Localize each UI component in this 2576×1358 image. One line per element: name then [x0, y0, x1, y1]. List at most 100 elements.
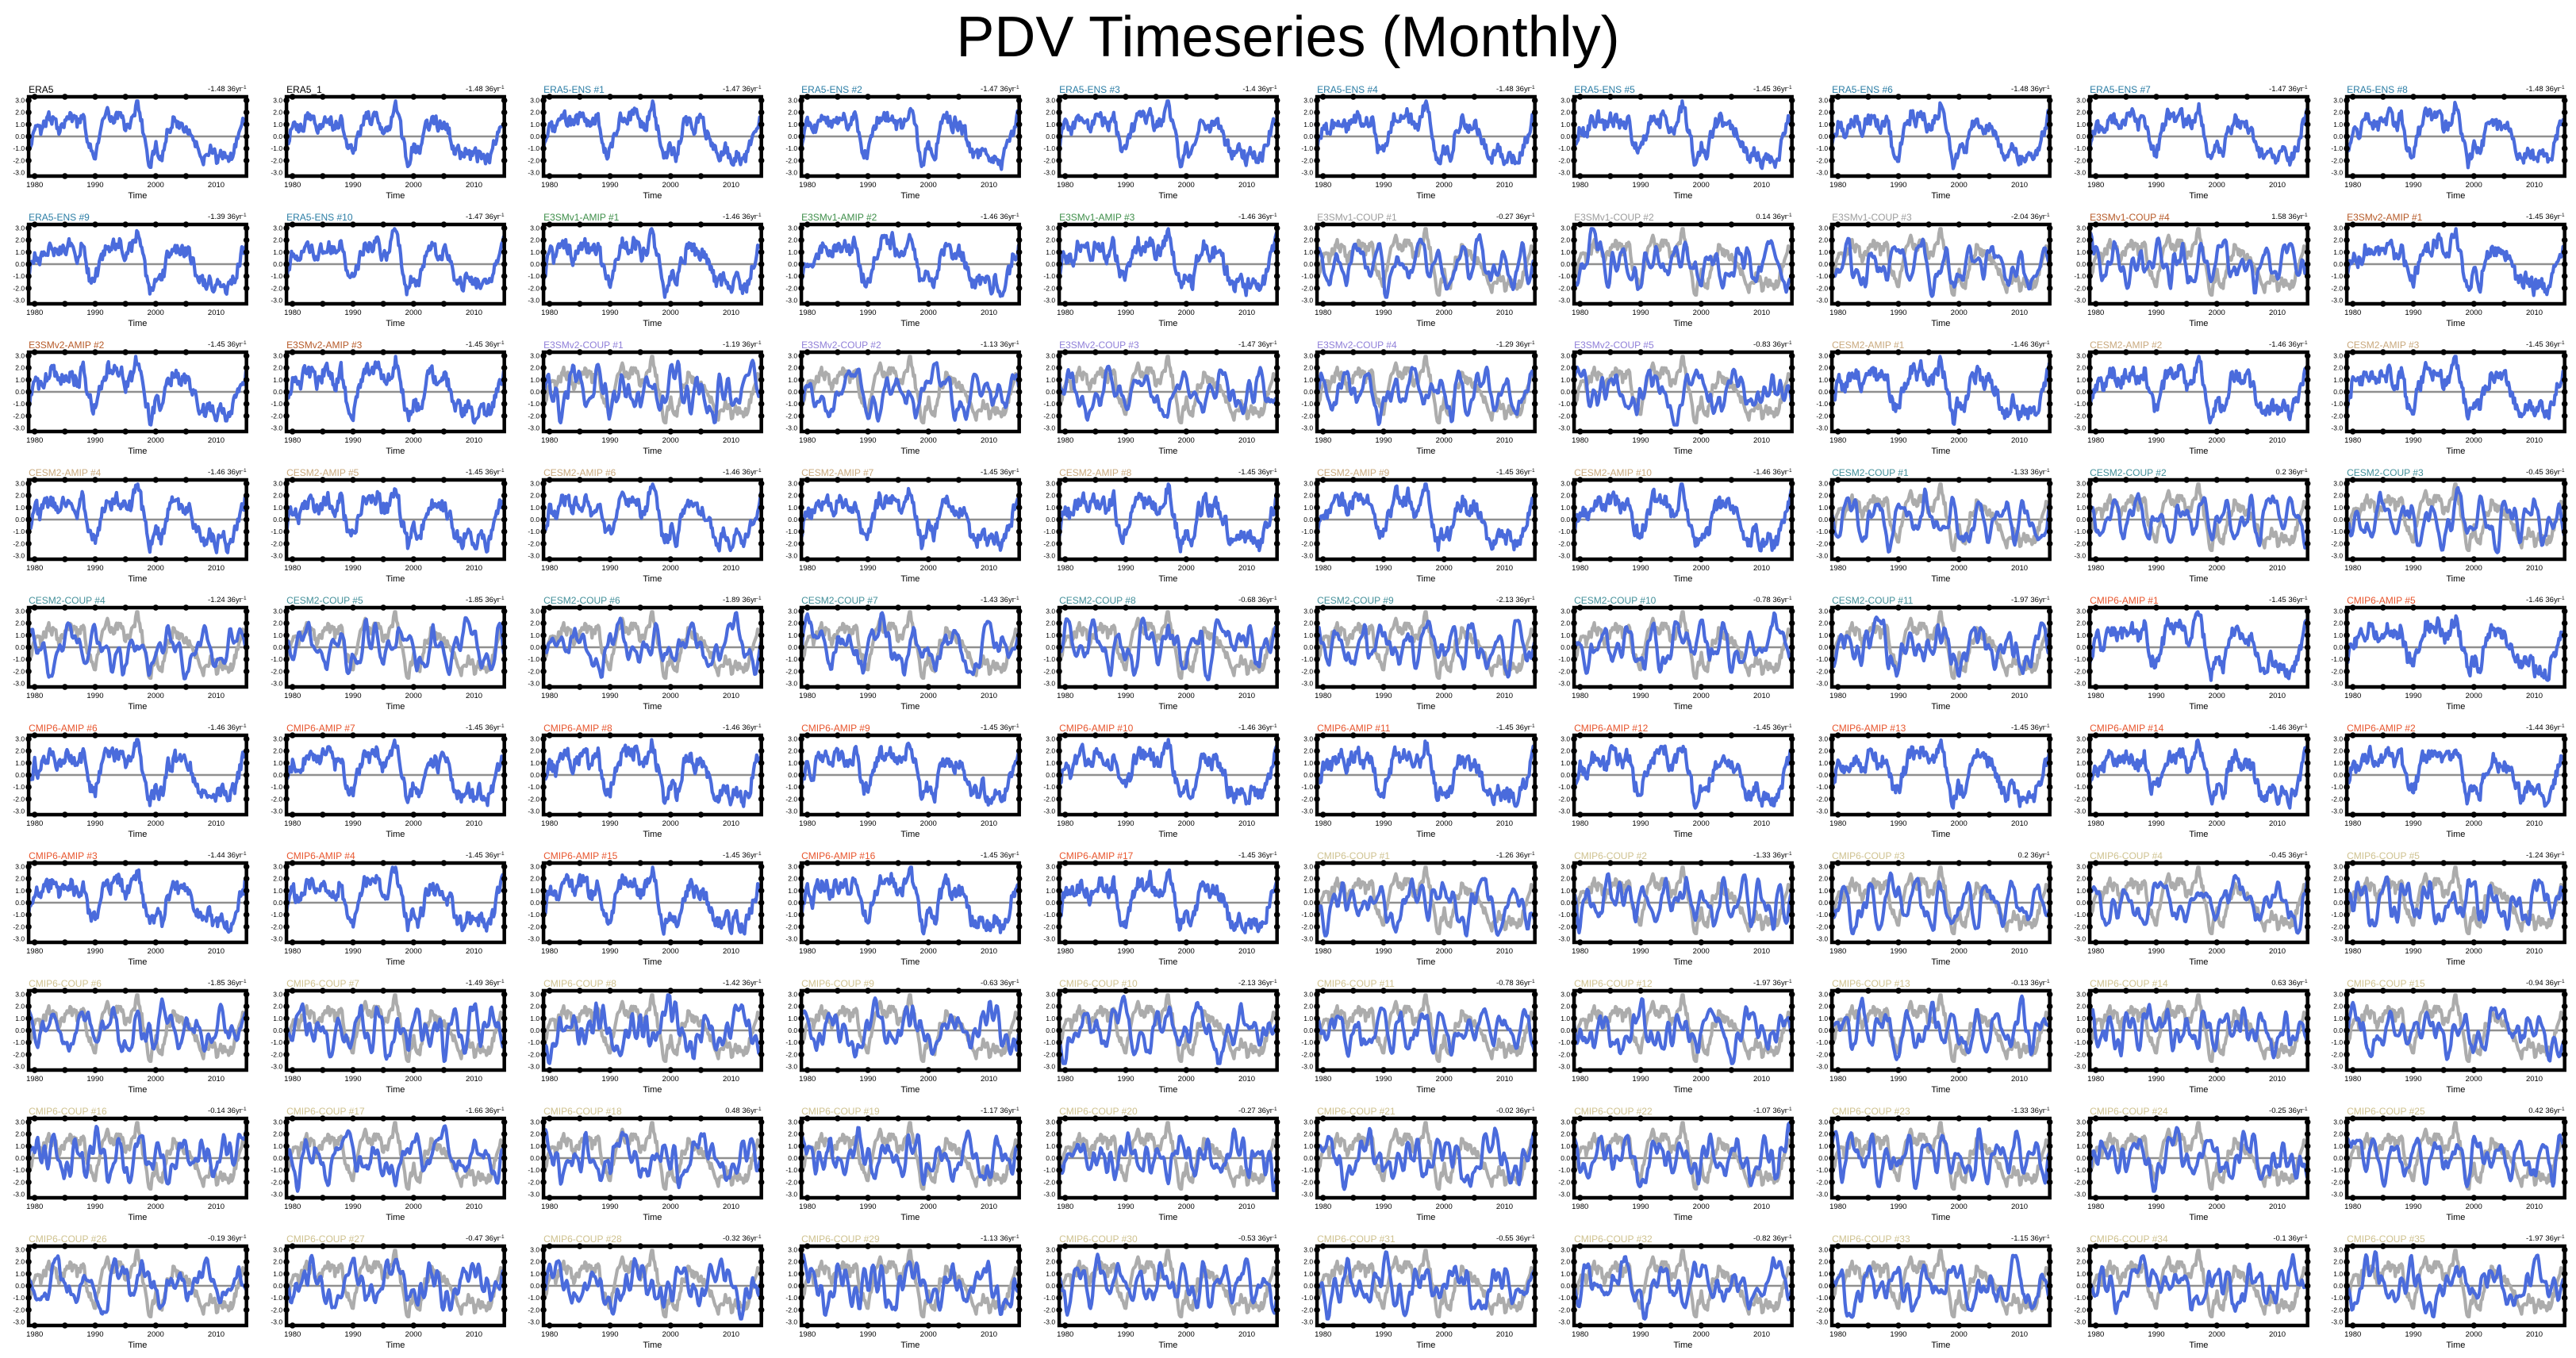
trend-label: 1.58 36yr-1	[2271, 213, 2308, 221]
x-axis-label: Time	[2189, 1085, 2208, 1095]
y-tick-label: 2.0	[15, 492, 25, 500]
pdv-member-series	[803, 231, 1018, 298]
trend-label: -1.46 36yr-1	[723, 723, 762, 732]
x-tick-label: 1980	[1572, 309, 1588, 317]
x-tick-label: 1990	[86, 309, 103, 317]
subplot-title: CMIP6-COUP #21	[1317, 1106, 1395, 1117]
trend-label: -1.48 36yr-1	[1496, 85, 1535, 94]
subplot-title: ERA5	[29, 84, 54, 95]
y-tick-label: -3.0	[1301, 807, 1313, 815]
x-tick-label: 2010	[1495, 1203, 1512, 1211]
x-tick-label: 2010	[1753, 1203, 1770, 1211]
y-tick-label: 1.0	[273, 887, 282, 895]
subplot-title: CMIP6-COUP #7	[286, 978, 359, 989]
x-tick-label: 2010	[1238, 1330, 1255, 1339]
pdv-reference-series	[30, 1121, 245, 1191]
y-tick-label: -1.0	[2074, 1294, 2086, 1302]
y-tick-label: -3.0	[2074, 934, 2086, 942]
y-tick-label: -1.0	[785, 783, 797, 791]
pdv-member-series	[30, 621, 245, 681]
pdv-reference-series	[2348, 993, 2563, 1064]
y-tick-label: -1.0	[785, 1038, 797, 1046]
subplot-title: ERA5-ENS #3	[1059, 84, 1120, 95]
x-tick-label: 1980	[1315, 1203, 1331, 1211]
subplot-cell-e3smv2-coup-3: E3SMv2-COUP #3 -1.47 36yr-1 3.0 2.0 1.0 0.0 -1…	[1031, 328, 1288, 456]
subplot-title: CESM2-COUP #10	[1574, 595, 1657, 606]
x-tick-label: 2000	[2466, 1330, 2482, 1339]
x-tick-label: 1980	[2087, 436, 2104, 445]
x-tick-label: 2000	[1693, 309, 1710, 317]
x-tick-label: 1990	[2405, 564, 2422, 573]
x-tick-label: 2010	[1495, 436, 1512, 445]
pdv-reference-series	[803, 355, 1018, 425]
y-tick-label: -3.0	[1043, 424, 1055, 432]
trend-label: -1.45 36yr-1	[1753, 723, 1792, 732]
x-tick-label: 1990	[1375, 947, 1392, 956]
x-tick-label: 1990	[1890, 1330, 1906, 1339]
y-tick-label: 2.0	[1046, 747, 1055, 755]
x-axis-label: Time	[386, 702, 405, 712]
subplot-title: CESM2-AMIP #3	[2347, 340, 2420, 351]
x-tick-label: 1990	[1117, 1075, 1134, 1084]
subplot-e3smv1-amip-2: E3SMv1-AMIP #2 -1.46 36yr-13.02.01.00.0-1…	[785, 212, 1023, 328]
y-tick-label: 1.0	[1303, 504, 1313, 512]
y-tick-label: 1.0	[531, 1142, 540, 1150]
subplot-cell-cmip6-coup-13: CMIP6-COUP #13 -0.13 36yr-1 3.0 2.0 1.0 0.0 -1…	[1803, 967, 2061, 1095]
x-axis-label: Time	[900, 1341, 919, 1350]
y-tick-label: 0.0	[1303, 899, 1313, 907]
y-tick-label: 1.0	[273, 631, 282, 639]
y-tick-label: -3.0	[1043, 807, 1055, 815]
x-tick-label: 2010	[208, 309, 225, 317]
y-tick-label: -3.0	[1559, 551, 1571, 559]
y-tick-label: -3.0	[1043, 1062, 1055, 1070]
x-tick-label: 1980	[542, 564, 559, 573]
y-tick-label: 3.0	[1818, 1246, 1828, 1254]
x-axis-label: Time	[128, 1085, 147, 1095]
trend-label: -1.45 36yr-1	[466, 340, 505, 349]
subplot-cesm2-coup-6: CESM2-COUP #6 -1.89 36yr-13.02.01.00.0-1.…	[528, 595, 765, 712]
y-tick-label: 0.0	[1561, 516, 1570, 524]
trend-label: -1.45 36yr-1	[466, 723, 505, 732]
subplot-title: E3SMv1-COUP #4	[2090, 212, 2170, 223]
subplot-cell-era5-ens-10: ERA5-ENS #10 -1.47 36yr-1 3.0 2.0 1.0 0.0 -1.0…	[258, 201, 516, 328]
x-tick-label: 1980	[1057, 1330, 1073, 1339]
y-tick-label: -3.0	[2332, 296, 2344, 304]
y-tick-label: -3.0	[1043, 1190, 1055, 1198]
subplot-cell-era5-ens-2: ERA5-ENS #2 -1.47 36yr-1 3.0 2.0 1.0 0.0 -1.0-…	[773, 73, 1031, 201]
subplot-cell-cesm2-coup-9: CESM2-COUP #9 -2.13 36yr-1 3.0 2.0 1.0 0.0 -1.…	[1288, 584, 1546, 712]
subplot-cell-cmip6-coup-18: CMIP6-COUP #18 0.48 36yr-1 3.0 2.0 1.0 0.0 -1.…	[515, 1095, 773, 1222]
subplot-era5-ens-7: ERA5-ENS #7 -1.47 36yr-13.02.01.00.0-1.0-…	[2074, 84, 2311, 201]
pdv-member-series	[1576, 99, 1791, 171]
trend-label: 0.14 36yr-1	[1756, 213, 1792, 221]
y-tick-label: 1.0	[273, 1142, 282, 1150]
subplot-cell-e3smv2-coup-4: E3SMv2-COUP #4 -1.29 36yr-1 3.0 2.0 1.0 0.0 -1…	[1288, 328, 1546, 456]
x-tick-label: 1990	[602, 564, 619, 573]
x-tick-label: 2000	[1693, 564, 1710, 573]
y-tick-label: -1.0	[528, 655, 540, 663]
x-tick-label: 1990	[859, 819, 876, 828]
x-axis-label: Time	[386, 1341, 405, 1350]
y-tick-label: -1.0	[1301, 527, 1313, 535]
y-tick-label: -2.0	[271, 539, 282, 547]
x-tick-label: 1980	[799, 564, 816, 573]
x-tick-label: 1990	[859, 1075, 876, 1084]
y-tick-label: -2.0	[13, 1306, 25, 1314]
y-tick-label: 0.0	[1818, 260, 1828, 268]
y-tick-label: 1.0	[1046, 1015, 1055, 1022]
subplot-era5-ens-2: ERA5-ENS #2 -1.47 36yr-13.02.01.00.0-1.0-…	[785, 84, 1023, 201]
subplot-cell-cmip6-amip-10: CMIP6-AMIP #10 -1.46 36yr-1 3.0 2.0 1.0 0.0 -1…	[1031, 712, 1288, 839]
trend-label: 0.63 36yr-1	[2271, 979, 2308, 988]
x-tick-label: 1990	[2148, 947, 2164, 956]
pdv-member-series	[803, 486, 1018, 552]
subplot-title: CMIP6-AMIP #3	[29, 850, 98, 861]
trend-label: -1.45 36yr-1	[1238, 851, 1277, 860]
subplot-title: CMIP6-AMIP #12	[1574, 723, 1649, 734]
subplot-cmip6-amip-11: CMIP6-AMIP #11 -1.45 36yr-13.02.01.00.0-1…	[1301, 723, 1538, 839]
subplot-title: E3SMv2-COUP #3	[1059, 340, 1139, 351]
y-tick-label: 2.0	[2334, 620, 2344, 627]
y-tick-label: -2.0	[2074, 795, 2086, 803]
x-axis-label: Time	[128, 574, 147, 584]
pdv-member-series	[1576, 872, 1791, 935]
y-tick-label: 1.0	[15, 1015, 25, 1022]
x-tick-label: 1980	[1572, 1330, 1588, 1339]
